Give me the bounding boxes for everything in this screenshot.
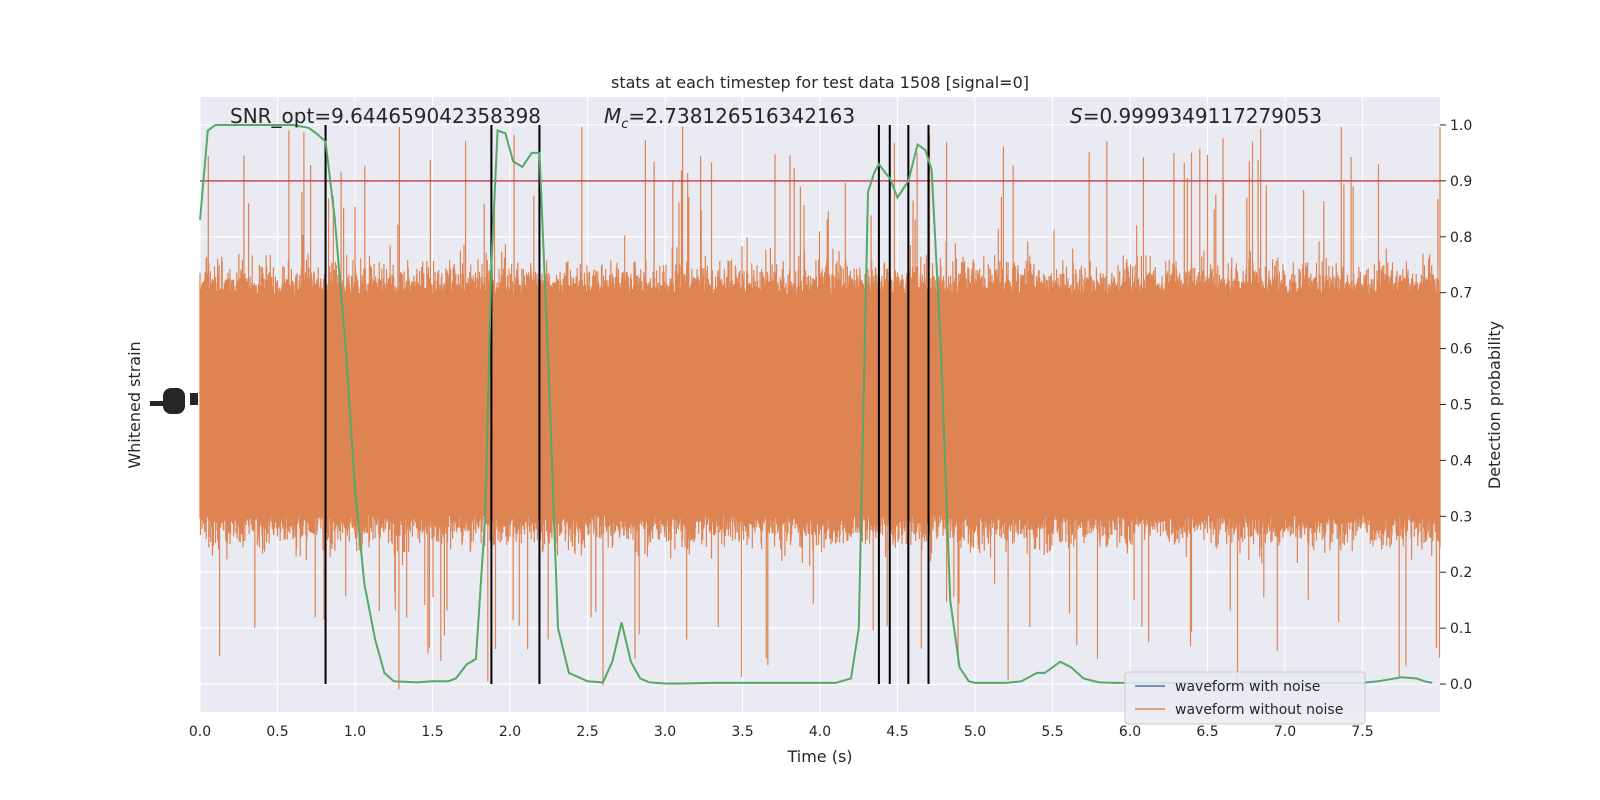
- y-tick-label: 0.2: [1450, 565, 1472, 581]
- left-tick-blob-3: [190, 393, 198, 405]
- y-tick-label: 0.7: [1450, 286, 1472, 302]
- x-tick-label: 1.0: [344, 724, 366, 740]
- y-tick-label: 0.9: [1450, 174, 1472, 190]
- x-tick-label: 6.5: [1196, 724, 1218, 740]
- legend-box: [1124, 671, 1366, 725]
- legend-label-with-noise: waveform with noise: [1175, 679, 1320, 695]
- left-y-axis-label: Whitened strain: [125, 341, 144, 468]
- x-tick-label: 7.5: [1351, 724, 1373, 740]
- waveform-without-noise-line: [199, 127, 1441, 690]
- x-tick-label: 1.5: [421, 724, 443, 740]
- left-y-overlapping-ticks: [150, 388, 198, 414]
- x-tick-label: 4.5: [886, 724, 908, 740]
- annotation-mc-symbol: M: [604, 104, 621, 128]
- x-tick-label: 5.0: [964, 724, 986, 740]
- annotation-snr: SNR_opt=9.644659042358398: [230, 104, 541, 128]
- legend: waveform with noise waveform without noi…: [1124, 671, 1366, 725]
- annotation-s: S=0.9999349117279053: [1070, 104, 1322, 128]
- x-tick-label: 2.0: [499, 724, 521, 740]
- annotation-s-symbol: S: [1070, 104, 1083, 128]
- x-tick-label: 2.5: [576, 724, 598, 740]
- x-tick-label: 0.0: [189, 724, 211, 740]
- right-y-axis-ticks: 0.0 0.1 0.2 0.3 0.4 0.5 0.6 0.7 0.8 0.9 1.0: [1440, 118, 1472, 693]
- y-tick-label: 0.5: [1450, 398, 1472, 414]
- legend-label-without-noise: waveform without noise: [1175, 702, 1343, 718]
- x-tick-label: 3.5: [731, 724, 753, 740]
- right-y-axis-label: Detection probability: [1485, 321, 1504, 489]
- annotation-chirp-mass: Mc=2.738126516342163: [604, 104, 855, 132]
- x-axis-ticks: 0.0 0.5 1.0 1.5 2.0 2.5 3.0 3.5 4.0 4.5 5.0 5.5 6.0 6…: [189, 724, 1374, 740]
- y-tick-label: 0.3: [1450, 509, 1472, 525]
- x-tick-label: 0.5: [266, 724, 288, 740]
- x-tick-label: 6.0: [1119, 724, 1141, 740]
- y-tick-label: 0.4: [1450, 453, 1472, 469]
- detection-probability-series: [199, 124, 1433, 685]
- annotation-mc-subscript: c: [621, 117, 628, 132]
- detection-probability-line: [199, 124, 1433, 685]
- x-axis-label: Time (s): [786, 747, 852, 766]
- vertical-markers: [324, 124, 930, 685]
- x-tick-label: 3.0: [654, 724, 676, 740]
- y-tick-label: 0.6: [1450, 342, 1472, 358]
- y-tick-label: 1.0: [1450, 118, 1472, 134]
- left-tick-blob-1: [150, 401, 166, 406]
- annotation-s-value: =0.9999349117279053: [1083, 104, 1322, 128]
- x-tick-label: 4.0: [809, 724, 831, 740]
- y-tick-label: 0.0: [1450, 677, 1472, 693]
- y-tick-label: 0.1: [1450, 621, 1472, 637]
- annotation-mc-value: =2.738126516342163: [628, 104, 855, 128]
- left-tick-blob-2: [163, 388, 185, 414]
- x-tick-label: 7.0: [1274, 724, 1296, 740]
- x-tick-label: 5.5: [1041, 724, 1063, 740]
- waveform-without-noise-series: [199, 127, 1441, 690]
- chart-title: stats at each timestep for test data 150…: [611, 73, 1029, 92]
- y-tick-label: 0.8: [1450, 230, 1472, 246]
